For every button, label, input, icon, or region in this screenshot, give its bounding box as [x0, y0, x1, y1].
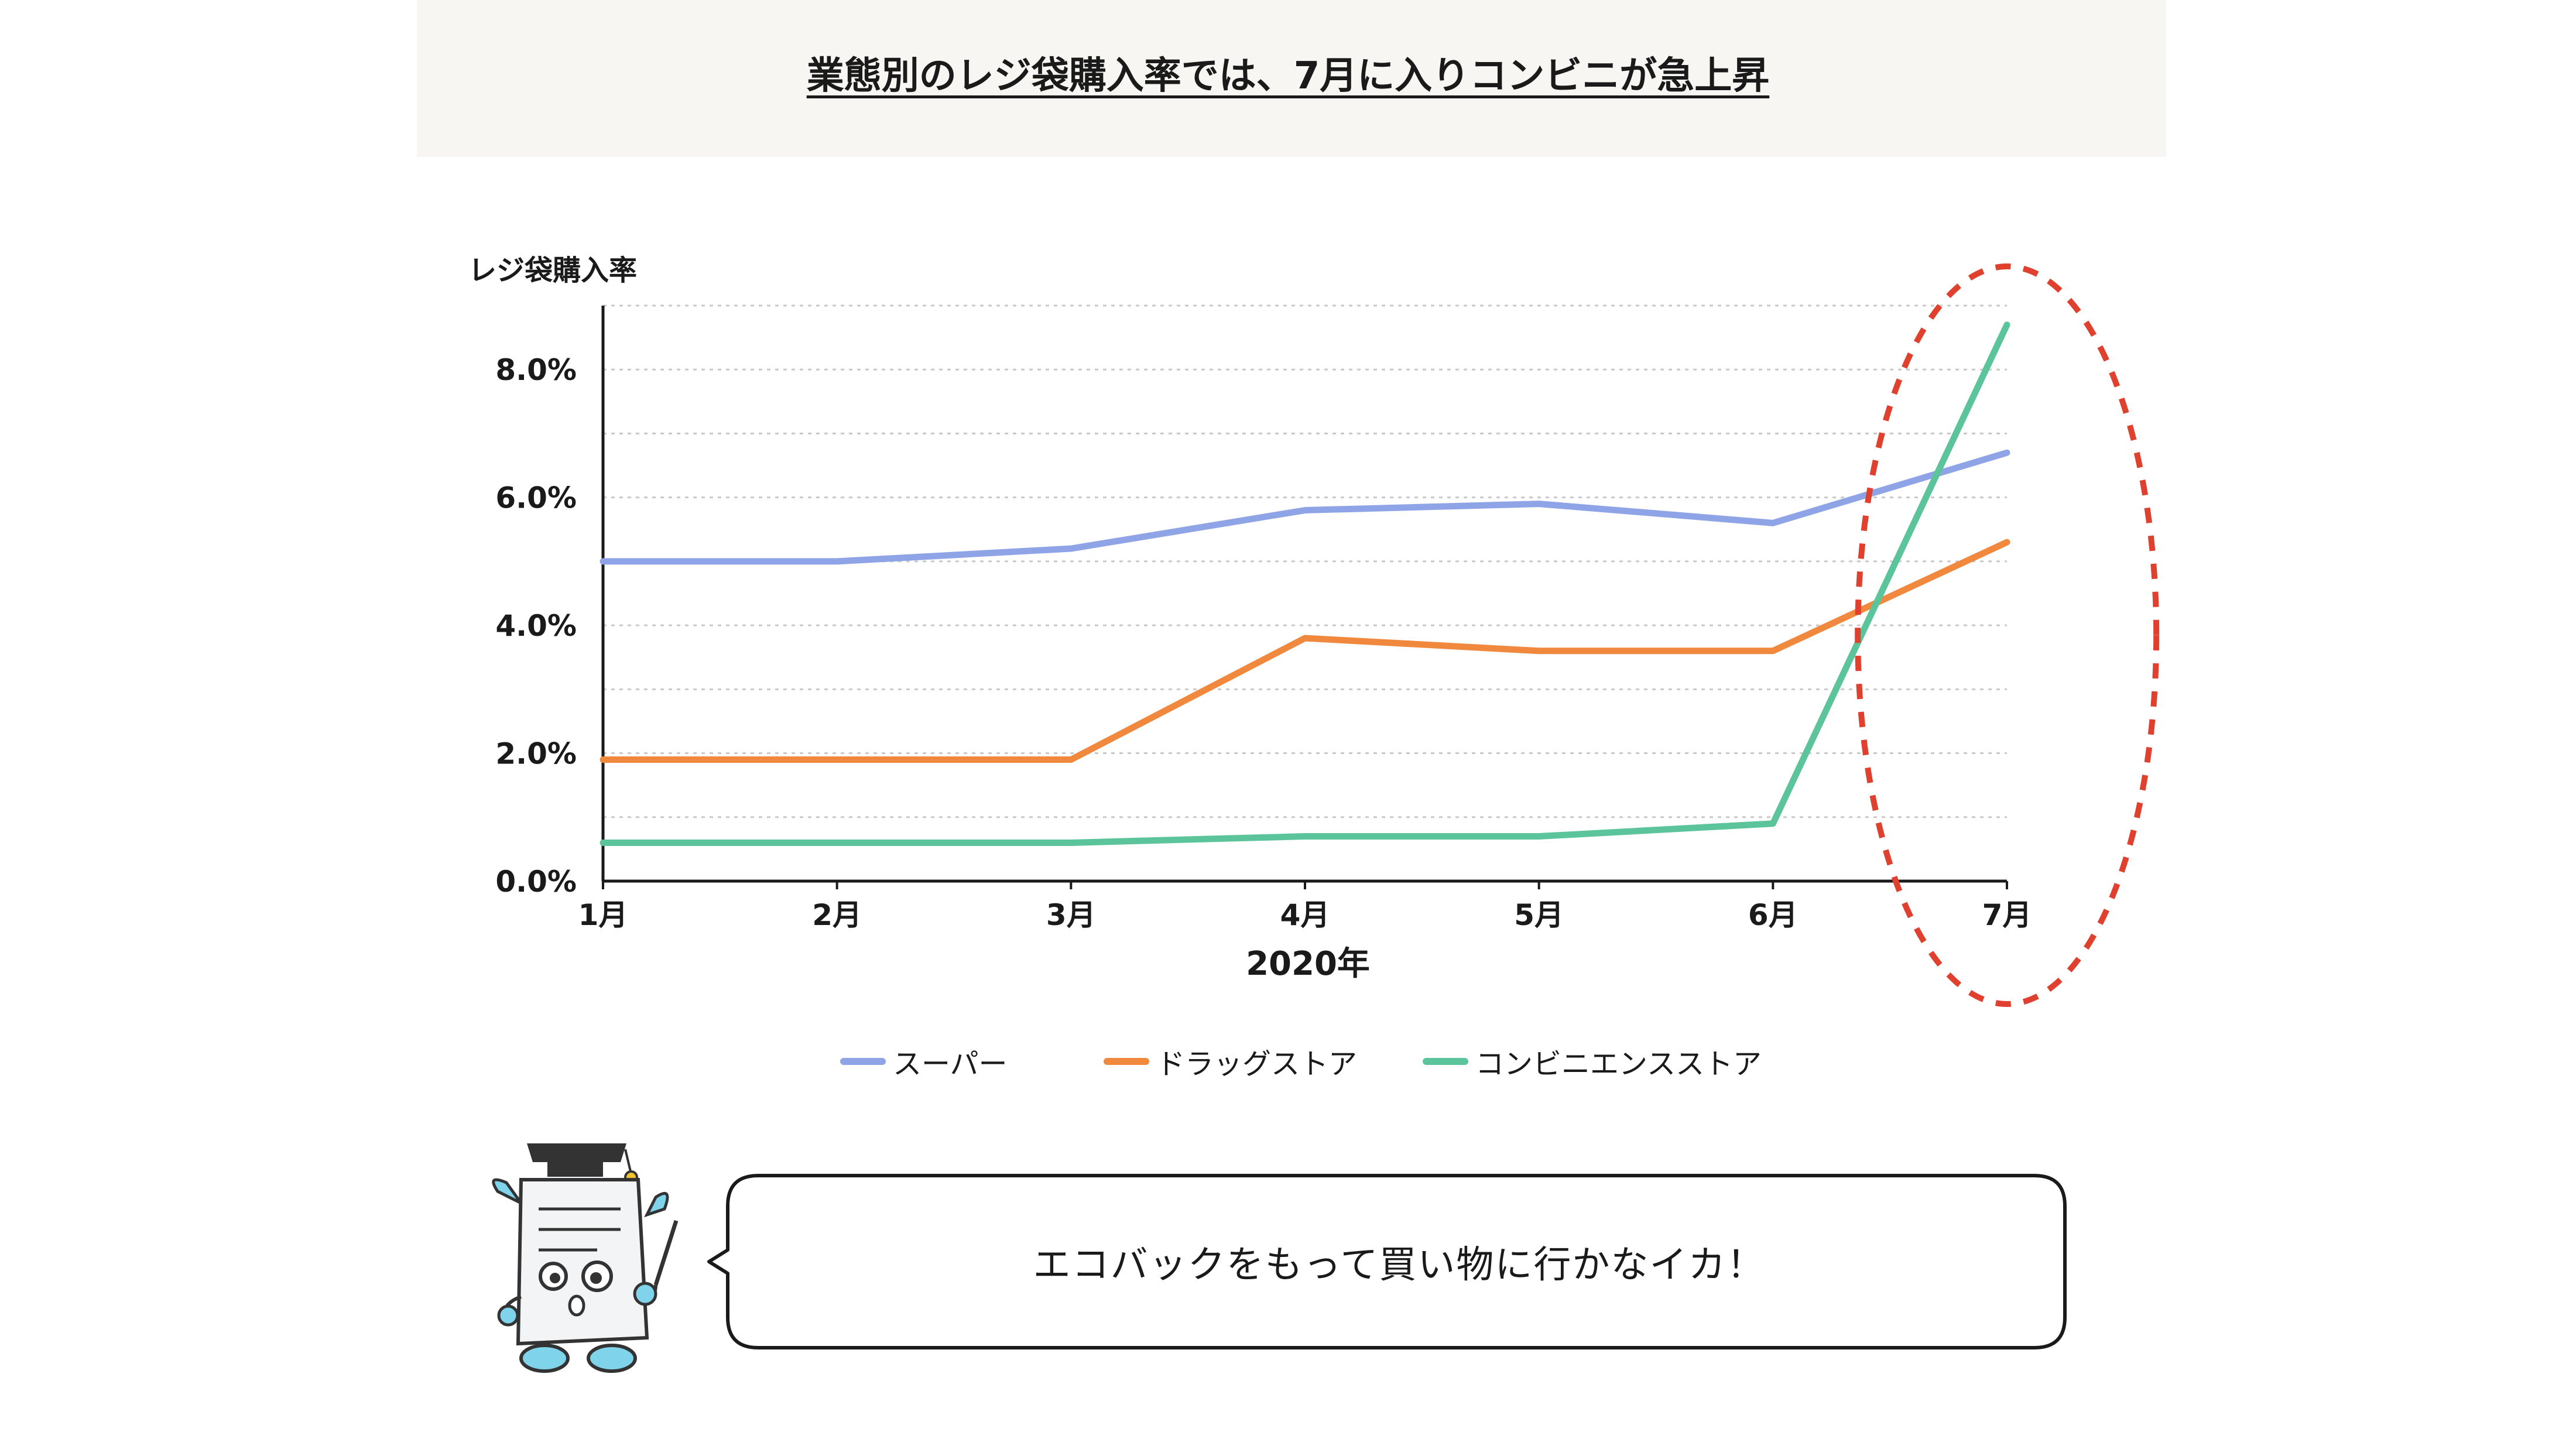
legend-swatch	[1104, 1058, 1149, 1065]
y-tick-label: 8.0%	[495, 353, 577, 387]
highlight-ellipse	[1855, 263, 2160, 1007]
owl-professor-mascot-icon	[492, 1143, 679, 1373]
legend-item: コンビニエンスストア	[1423, 1041, 1762, 1082]
x-tick-label: 2月	[812, 898, 862, 932]
chart-legend: スーパー ドラッグストア コンビニエンスストア	[0, 1041, 2576, 1082]
legend-swatch	[1423, 1058, 1468, 1065]
x-axis-label: 2020年	[1246, 945, 1370, 983]
x-tick-label: 6月	[1748, 898, 1798, 932]
legend-item: ドラッグストア	[1104, 1041, 1357, 1082]
y-tick-label: 2.0%	[495, 737, 577, 771]
y-tick-label: 4.0%	[495, 609, 577, 643]
page-title: 業態別のレジ袋購入率では、7月に入りコンビニが急上昇	[806, 54, 1770, 98]
series-line-3	[600, 321, 2010, 846]
speech-bubble: エコバックをもって買い物に行かなイカ！	[705, 1171, 2070, 1352]
x-tick-label: 7月	[1982, 898, 2032, 932]
x-tick-label: 3月	[1046, 898, 1096, 932]
header-band	[417, 0, 2166, 157]
y-axis-label: レジ袋購入率	[468, 254, 637, 287]
series-line-2	[600, 539, 2010, 763]
legend-item: スーパー	[840, 1041, 1008, 1082]
y-tick-label: 0.0%	[495, 865, 577, 899]
series-line-1	[600, 449, 2010, 565]
legend-label: コンビニエンスストア	[1475, 1047, 1762, 1081]
speech-bubble-text: エコバックをもって買い物に行かなイカ！	[1033, 1244, 1766, 1287]
legend-label: スーパー	[893, 1047, 1008, 1081]
x-tick-label: 1月	[578, 898, 628, 932]
legend-label: ドラッグストア	[1156, 1047, 1358, 1081]
x-tick-label: 5月	[1514, 898, 1564, 932]
y-tick-label: 6.0%	[495, 481, 577, 515]
legend-swatch	[840, 1058, 886, 1065]
line-chart: 0.0% 2.0% 4.0% 6.0% 8.0% 1月 2月 3月 4月 5月 6月 7月 レジ袋購入率…	[468, 254, 2160, 1007]
x-tick-label: 4月	[1280, 898, 1330, 932]
